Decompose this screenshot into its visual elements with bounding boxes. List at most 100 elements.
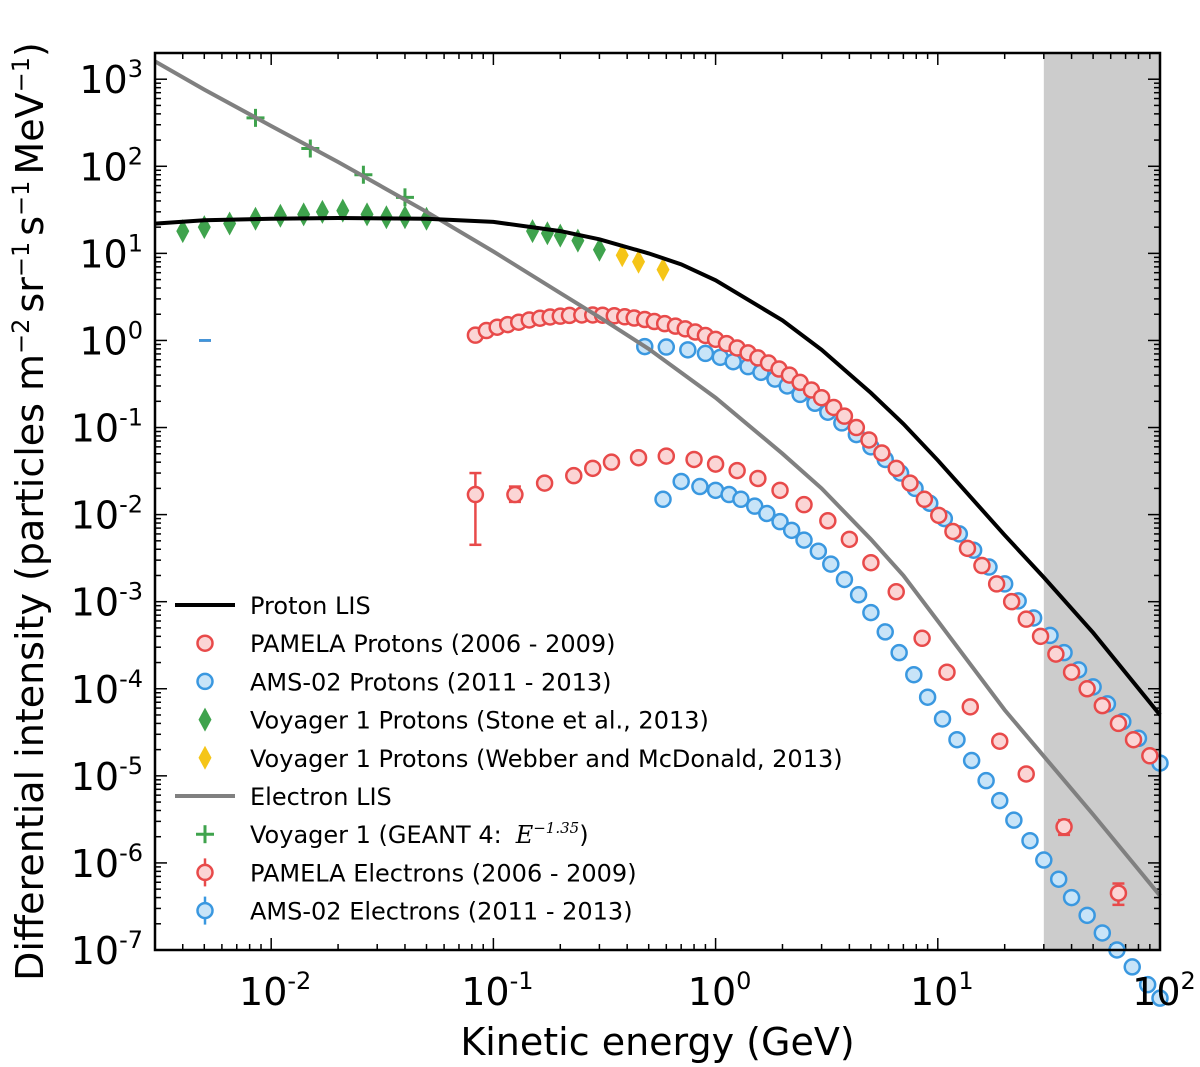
data-point xyxy=(656,257,670,282)
y-tick-label: 10-4 xyxy=(71,665,143,712)
legend-item: Proton LIS xyxy=(175,592,371,620)
data-point xyxy=(1138,975,1157,994)
y-axis-title-mev: MeV xyxy=(8,92,52,174)
legend-label: PAMELA Electrons (2006 - 2009) xyxy=(250,859,637,887)
data-point xyxy=(553,223,567,248)
data-point xyxy=(1124,730,1143,749)
y-axis-title-exp-1: −2 xyxy=(7,319,35,354)
tick-labels-layer: 10-2 10-1 100 101 102 10-7 10-6 10-5 10-4 10-3 10-… xyxy=(71,55,1196,1014)
data-point xyxy=(176,219,190,244)
data-point xyxy=(758,504,776,523)
data-point xyxy=(360,202,374,227)
data-point xyxy=(632,249,646,274)
data-point xyxy=(1017,610,1035,628)
y-axis-title: Differential intensity (particles m−2sr−… xyxy=(7,42,52,981)
data-point xyxy=(696,344,715,363)
data-point xyxy=(706,455,725,473)
data-point xyxy=(1151,989,1169,1007)
legend-item: Voyager 1 Protons (Webber and McDonald, … xyxy=(198,745,843,773)
data-point xyxy=(565,466,583,485)
data-point xyxy=(809,542,828,560)
data-point xyxy=(1109,714,1128,733)
data-point xyxy=(1031,627,1050,646)
legend-item: AMS-02 Electrons (2011 - 2013) xyxy=(196,339,633,926)
data-point xyxy=(1093,924,1112,942)
data-point xyxy=(771,512,789,531)
legend-marker xyxy=(198,707,212,732)
data-point xyxy=(962,751,981,770)
data-point xyxy=(771,481,789,500)
x-tick-label: 10-2 xyxy=(239,967,311,1014)
data-point xyxy=(1078,906,1096,925)
y-axis-title-exp-4: −1 xyxy=(7,57,35,92)
legend-item: Voyager 1 Protons (Stone et al., 2013) xyxy=(198,707,709,735)
data-point xyxy=(1109,884,1128,902)
y-axis-title-prefix: Differential intensity (particles m xyxy=(8,354,52,981)
y-tick-label: 10-7 xyxy=(71,926,143,973)
data-point xyxy=(1049,870,1068,888)
data-point xyxy=(812,388,831,407)
series-ams-02-electrons-2011-2013- xyxy=(654,472,1169,1007)
legend-marker xyxy=(196,901,214,920)
data-point xyxy=(822,555,840,573)
legend-label: AMS-02 Protons (2011 - 2013) xyxy=(250,668,612,696)
y-axis-title-exp-2: −1 xyxy=(7,242,35,277)
y-tick-label: 103 xyxy=(79,55,143,102)
data-point xyxy=(592,237,606,262)
x-tick-label: 10-1 xyxy=(461,967,533,1014)
data-point xyxy=(672,472,690,491)
data-point xyxy=(876,623,894,641)
y-tick-label: 10-5 xyxy=(71,752,143,799)
data-point xyxy=(990,791,1009,810)
legend: Proton LIS PAMELA Protons (2006 - 2009) AM… xyxy=(175,339,843,926)
data-point xyxy=(887,459,905,478)
data-point xyxy=(679,341,697,359)
legend-item: PAMELA Electrons (2006 - 2009) xyxy=(196,339,637,887)
data-point xyxy=(918,688,937,706)
legend-marker xyxy=(196,672,214,691)
data-point xyxy=(535,474,554,492)
x-tick-label: 101 xyxy=(910,967,974,1014)
data-point xyxy=(938,663,956,681)
series-line xyxy=(154,215,1162,717)
legend-label: Electron LIS xyxy=(250,783,392,811)
legend-label: AMS-02 Electrons (2011 - 2013) xyxy=(250,898,633,926)
data-point xyxy=(1017,765,1035,783)
series-layer xyxy=(154,59,1169,1007)
series-line xyxy=(154,59,1162,897)
data-point xyxy=(728,461,746,480)
error-bar xyxy=(469,471,482,547)
y-axis-title-s: s xyxy=(8,216,52,236)
x-tick-label: 102 xyxy=(1132,967,1196,1014)
data-point xyxy=(526,219,540,244)
data-point xyxy=(948,730,966,749)
data-point xyxy=(901,474,919,492)
x-tick-label: 100 xyxy=(688,967,752,1014)
legend-label: PAMELA Protons (2006 - 2009) xyxy=(250,630,616,658)
data-point xyxy=(860,431,878,449)
y-tick-label: 10-3 xyxy=(71,578,143,625)
y-tick-label: 101 xyxy=(79,229,143,276)
data-point xyxy=(1047,645,1065,663)
series-proton-lis xyxy=(154,215,1162,717)
legend-label: Voyager 1 (GEANT 4: E−1.35) xyxy=(250,819,589,849)
data-point xyxy=(835,570,854,589)
legend-marker xyxy=(196,825,214,844)
legend-item: AMS-02 Protons (2011 - 2013) xyxy=(196,668,612,696)
data-point xyxy=(847,418,866,437)
y-tick-label: 10-2 xyxy=(71,491,143,538)
data-point xyxy=(795,495,813,514)
plot-frame xyxy=(153,51,1162,952)
data-point xyxy=(273,203,287,228)
data-point xyxy=(1035,851,1053,869)
data-point xyxy=(1021,831,1039,850)
y-axis-title-sr: sr xyxy=(8,277,52,313)
data-point xyxy=(958,539,977,558)
shaded-region-layer xyxy=(1043,53,1160,950)
data-point xyxy=(629,448,648,467)
data-point xyxy=(1078,680,1096,698)
data-point xyxy=(315,199,329,224)
data-point xyxy=(1093,696,1112,715)
data-point xyxy=(840,530,859,549)
